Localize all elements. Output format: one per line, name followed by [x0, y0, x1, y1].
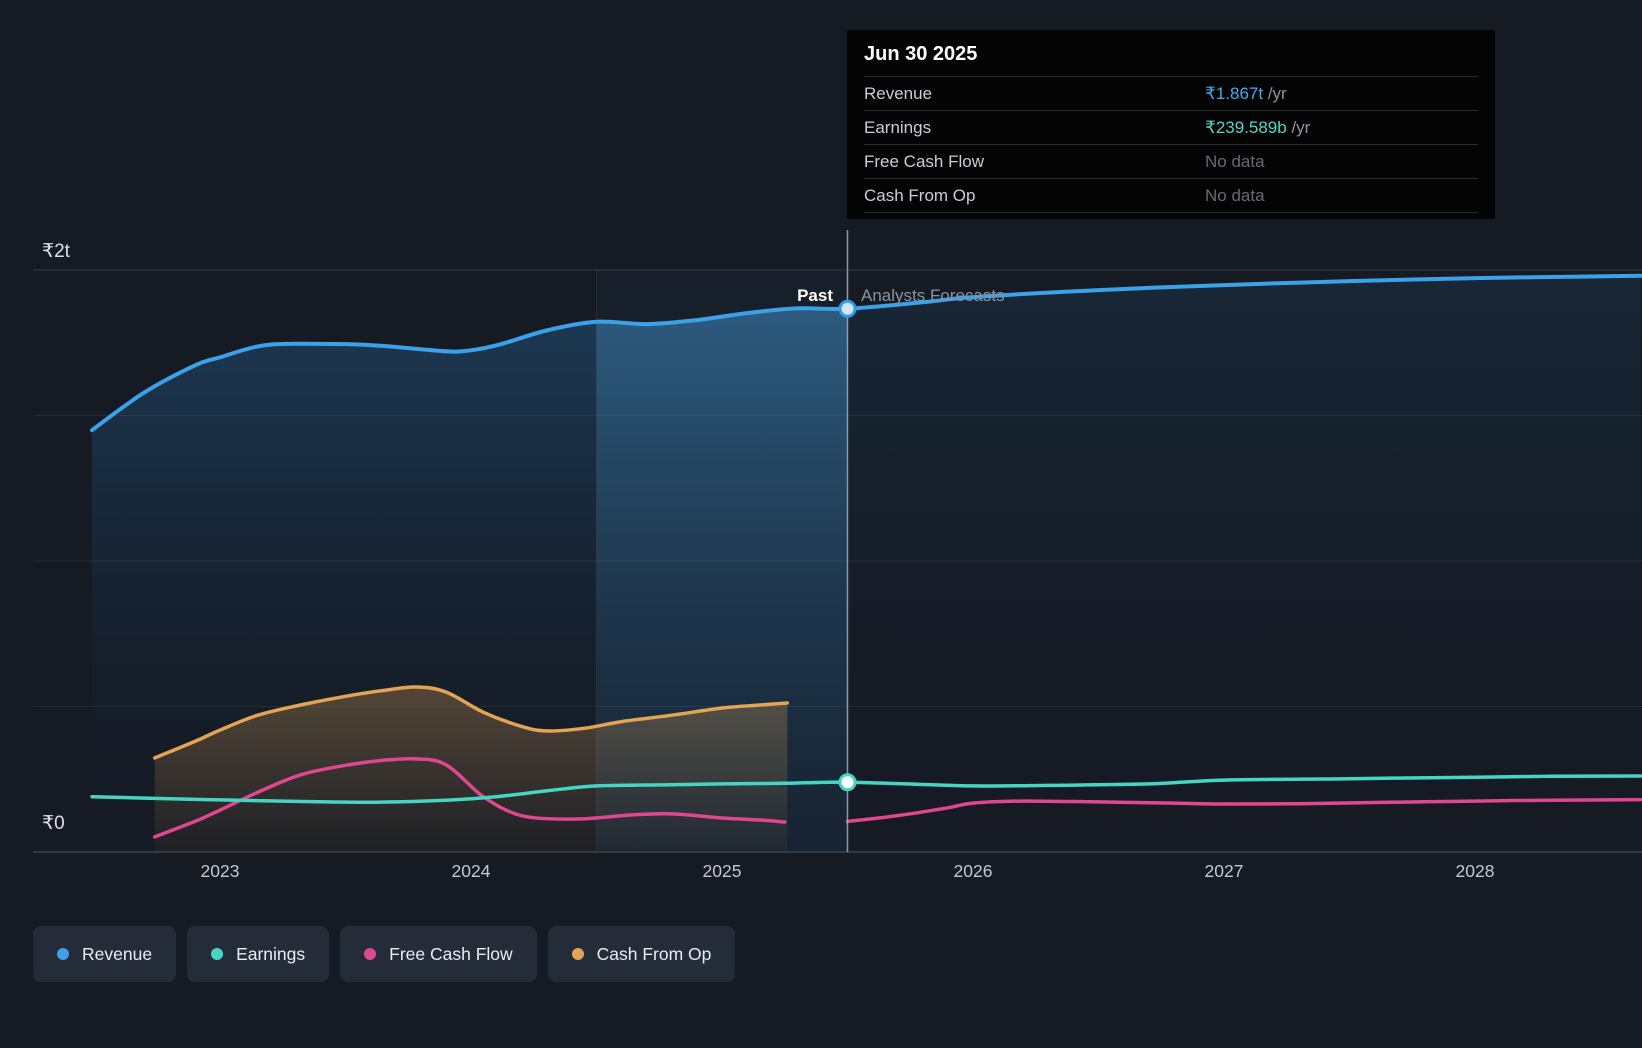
tooltip-row-revenue: Revenue ₹1.867t /yr — [864, 76, 1478, 110]
tooltip-value-cash-from-op: No data — [1205, 185, 1265, 205]
x-axis: 2023 2024 2025 2026 2027 2028 — [0, 861, 1642, 885]
revenue-dot-icon — [57, 948, 69, 960]
tooltip-suffix-earnings: /yr — [1286, 117, 1311, 137]
tooltip-label-revenue: Revenue — [864, 83, 933, 103]
tooltip-label-earnings: Earnings — [864, 117, 932, 137]
cash-from-op-dot-icon — [571, 948, 584, 960]
legend-label-earnings: Earnings — [236, 943, 306, 964]
tooltip-row-earnings: Earnings ₹239.589b /yr — [864, 110, 1478, 144]
y-axis-label-0: ₹0 — [42, 813, 65, 834]
x-tick-2027: 2027 — [1204, 861, 1244, 881]
tooltip-label-free-cash-flow: Free Cash Flow — [864, 151, 984, 171]
tooltip-value-earnings: ₹239.589b — [1205, 117, 1287, 137]
x-tick-2024: 2024 — [451, 861, 491, 881]
legend-item-earnings[interactable]: Earnings — [187, 926, 330, 982]
legend-label-free-cash-flow: Free Cash Flow — [389, 943, 513, 964]
tooltip-value-revenue: ₹1.867t — [1205, 83, 1264, 103]
x-tick-2026: 2026 — [953, 861, 993, 881]
tooltip-date: Jun 30 2025 — [864, 43, 978, 65]
analysts-forecasts-label: Analysts Forecasts — [861, 286, 1005, 305]
legend: Revenue Earnings Free Cash Flow Cash Fro… — [33, 926, 736, 982]
tooltip-row-cash-from-op: Cash From Op No data — [864, 178, 1478, 213]
x-tick-2025: 2025 — [702, 861, 742, 881]
legend-label-revenue: Revenue — [82, 943, 153, 964]
y-axis-label-2t: ₹2t — [42, 241, 70, 262]
x-tick-2023: 2023 — [200, 861, 240, 881]
legend-label-cash-from-op: Cash From Op — [596, 943, 712, 964]
free-cash-flow-dot-icon — [364, 948, 377, 960]
tooltip-value-free-cash-flow: No data — [1205, 151, 1265, 171]
tooltip-label-cash-from-op: Cash From Op — [864, 185, 976, 205]
legend-item-cash-from-op[interactable]: Cash From Op — [547, 926, 736, 982]
legend-item-free-cash-flow[interactable]: Free Cash Flow — [340, 926, 537, 982]
tooltip-row-free-cash-flow: Free Cash Flow No data — [864, 144, 1478, 178]
legend-item-revenue[interactable]: Revenue — [33, 926, 177, 982]
earnings-dot-icon — [211, 948, 224, 960]
hover-tooltip: Jun 30 2025 Revenue ₹1.867t /yr Earnings… — [847, 30, 1495, 219]
tooltip-suffix-revenue: /yr — [1263, 83, 1287, 103]
x-tick-2028: 2028 — [1455, 861, 1495, 881]
past-label: Past — [797, 286, 833, 305]
